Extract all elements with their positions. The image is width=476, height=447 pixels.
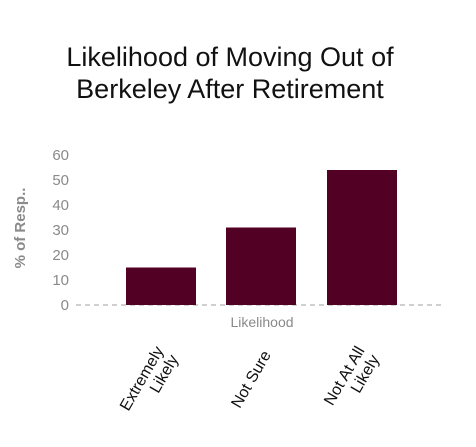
x-axis-title: Likelihood (230, 314, 293, 330)
y-tick-label: 0 (61, 297, 69, 314)
y-axis-ticks: 0 10 20 30 40 50 60 (52, 147, 69, 314)
bar[interactable] (327, 170, 397, 305)
y-tick-label: 60 (52, 147, 69, 164)
bars-group (126, 170, 397, 305)
chart-title-line-1: Likelihood of Moving Out of (66, 42, 394, 72)
x-category-label-line: Not Sure (229, 348, 275, 411)
x-category-label: Not Sure (229, 348, 275, 411)
y-tick-label: 20 (52, 247, 69, 264)
chart-title: Likelihood of Moving Out of Berkeley Aft… (66, 42, 394, 104)
y-tick-label: 40 (52, 197, 69, 214)
bar[interactable] (226, 227, 296, 306)
y-tick-label: 10 (52, 272, 69, 289)
chart-title-line-2: Berkeley After Retirement (76, 74, 384, 104)
y-tick-label: 50 (52, 172, 69, 189)
y-tick-label: 30 (52, 222, 69, 239)
bar[interactable] (126, 267, 196, 306)
y-axis-title: % of Resp.. (12, 188, 29, 269)
